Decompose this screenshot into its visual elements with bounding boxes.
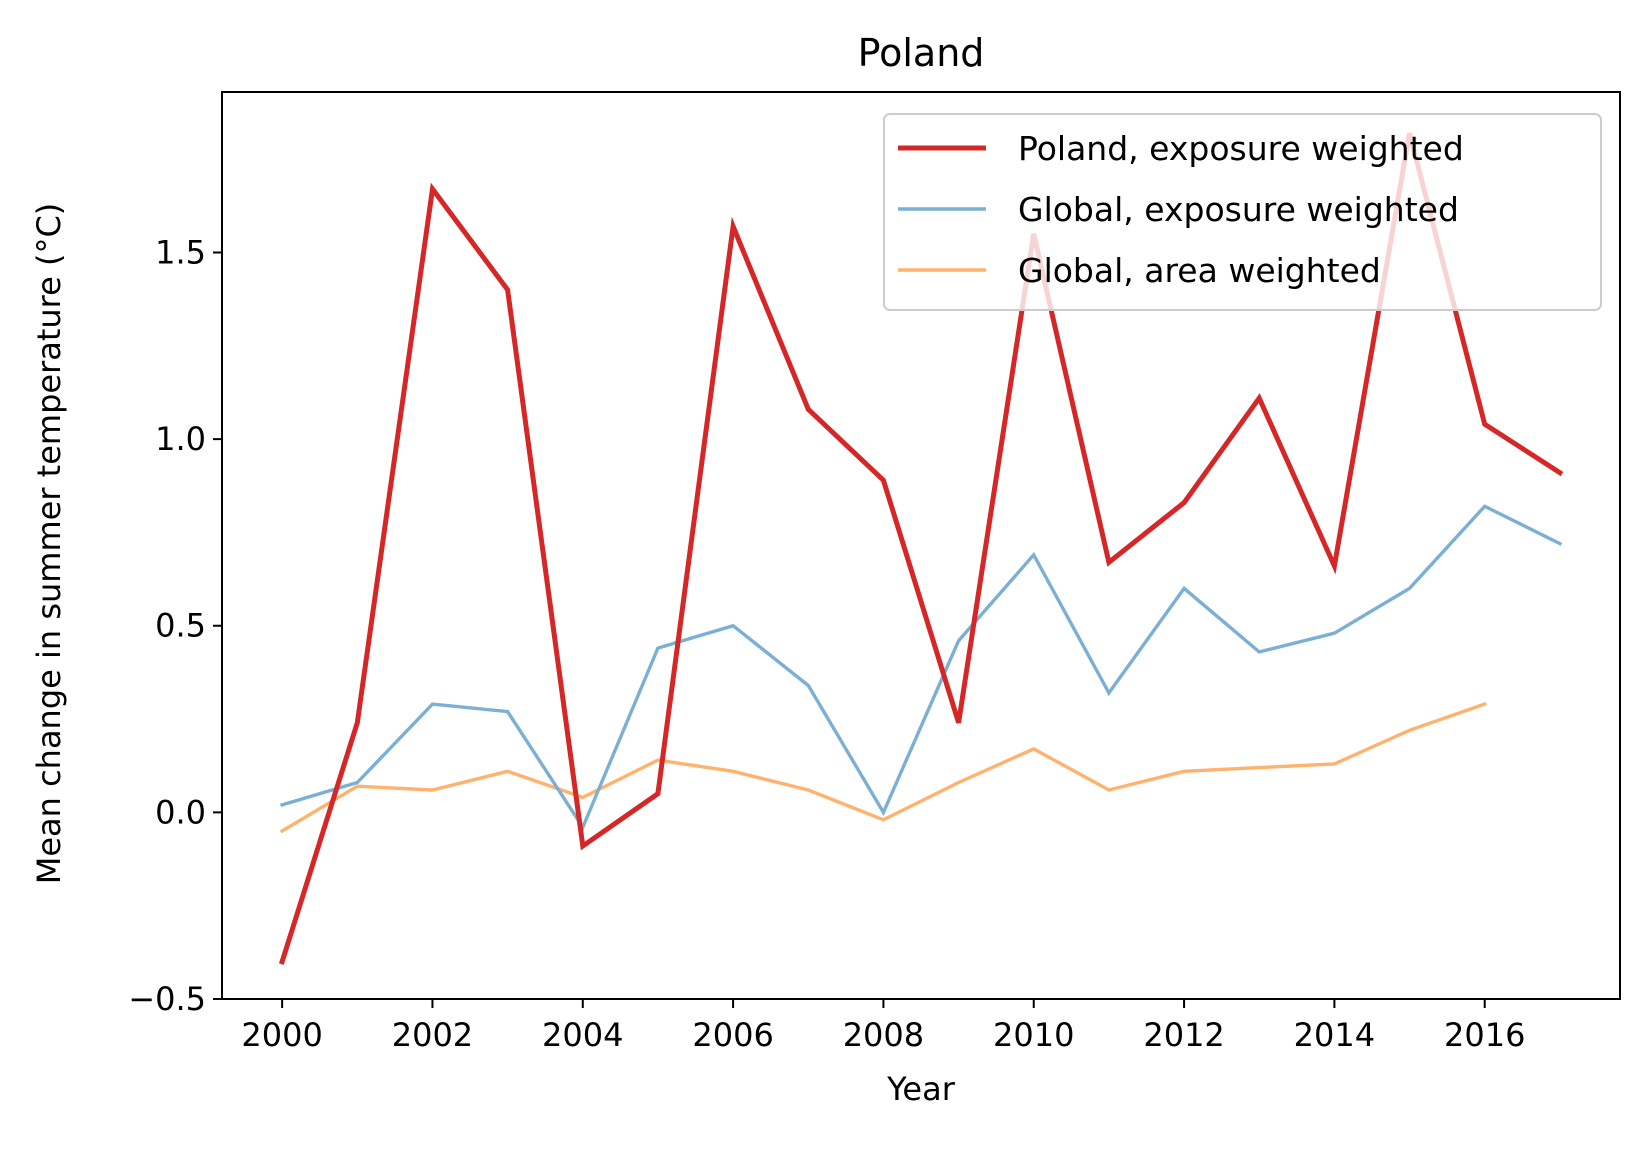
chart-title: Poland	[858, 31, 985, 75]
x-tick-label: 2014	[1294, 1016, 1375, 1054]
x-tick-label: 2002	[392, 1016, 473, 1054]
series-group	[278, 132, 1564, 965]
x-axis: 2000 2002 2004 2006 2008 2010 2012 2014 2016	[241, 999, 1525, 1054]
legend-label-2: Global, exposure weighted	[1018, 190, 1459, 229]
x-tick-label: 2016	[1444, 1016, 1525, 1054]
legend-label-3: Global, area weighted	[1018, 251, 1381, 290]
x-tick-label: 2010	[993, 1016, 1074, 1054]
x-tick-label: 2004	[542, 1016, 623, 1054]
y-tick-label: 0.5	[155, 607, 206, 645]
x-tick-label: 2000	[241, 1016, 322, 1054]
y-tick-label: 1.0	[155, 420, 206, 458]
x-axis-title: Year	[886, 1070, 956, 1108]
y-axis: −0.5 0.0 0.5 1.0 1.5	[128, 233, 222, 1018]
x-tick-label: 2008	[843, 1016, 924, 1054]
series-line-1	[278, 132, 1564, 965]
x-tick-label: 2006	[692, 1016, 773, 1054]
y-tick-label: 0.0	[155, 793, 206, 831]
series-line-3	[279, 701, 1487, 834]
plot-area-frame	[221, 91, 1621, 1000]
series-line-2	[279, 504, 1563, 831]
legend-label-1: Poland, exposure weighted	[1018, 129, 1464, 168]
y-tick-label: −0.5	[128, 980, 206, 1018]
legend: Poland, exposure weighted Global, exposur…	[883, 113, 1602, 311]
y-axis-title: Mean change in summer temperature (°C)	[30, 203, 68, 885]
legend-box	[883, 113, 1602, 311]
y-tick-label: 1.5	[155, 233, 206, 271]
x-tick-label: 2012	[1143, 1016, 1224, 1054]
